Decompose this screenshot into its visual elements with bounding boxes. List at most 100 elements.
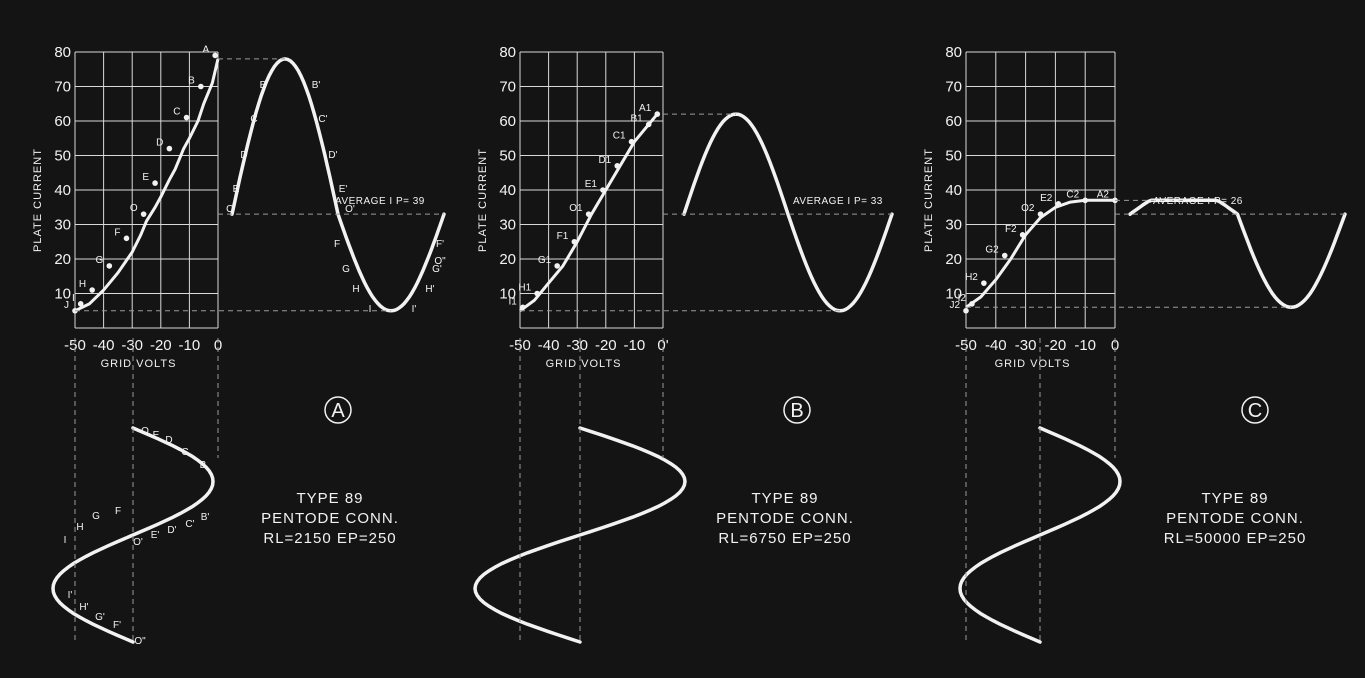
curve-point — [1001, 252, 1008, 259]
waveform-point-label: B — [260, 80, 267, 91]
waveform-point-label: H' — [79, 602, 88, 613]
waveform-point-label: O" — [134, 636, 146, 647]
waveform-point-label: D' — [167, 525, 176, 536]
curve-point — [1082, 197, 1088, 204]
curve-point — [1019, 232, 1026, 238]
waveform-point-label: B — [200, 460, 207, 471]
waveform-point-label: H — [76, 522, 83, 533]
y-tick-label: 30 — [499, 217, 516, 234]
waveform-point-label: I' — [68, 590, 73, 601]
tube-type-label: RL=2150 EP=250 — [263, 530, 396, 547]
average-current-label: AVERAGE I P= 33 — [793, 196, 883, 207]
y-axis-label: PLATE CURRENT — [32, 148, 44, 252]
waveform-point-label: E' — [339, 184, 348, 195]
y-tick-label: 10 — [945, 286, 962, 303]
characteristic-curve — [519, 113, 659, 313]
y-tick-label: 70 — [499, 79, 516, 96]
tube-type-label: RL=6750 EP=250 — [718, 530, 851, 547]
panel-letter: B — [790, 400, 803, 422]
y-tick-label: 60 — [54, 113, 71, 130]
y-tick-label: 80 — [945, 44, 962, 61]
x-tick-label: -10 — [624, 337, 646, 354]
waveform-point-label: O" — [434, 256, 446, 267]
curve-point — [654, 111, 661, 117]
characteristic-curve — [74, 58, 220, 313]
waveform-point-label: F' — [113, 620, 121, 631]
curve-point-label: F — [114, 227, 120, 238]
curve-point — [645, 121, 652, 128]
tube-type-label: PENTODE CONN. — [1166, 510, 1304, 527]
curve-point-label: O1 — [569, 203, 583, 214]
curve-point-label: G — [96, 255, 104, 266]
y-tick-label: 30 — [54, 217, 71, 234]
waveform-point-label: C' — [185, 519, 194, 530]
curve-point — [628, 138, 635, 145]
x-tick-label: -40 — [538, 337, 560, 354]
curve-point — [123, 235, 130, 242]
x-tick-label: -50 — [955, 337, 977, 354]
x-tick-label: -30 — [1015, 337, 1037, 354]
curve-point-label: D1 — [598, 155, 611, 166]
curve-point-label: E — [142, 172, 149, 183]
waveform-point-label: C — [181, 447, 188, 458]
y-tick-label: 20 — [945, 251, 962, 268]
curve-point-label: C — [173, 107, 180, 118]
panel-letter: A — [331, 400, 345, 422]
curve-point-label: I1 — [509, 296, 518, 307]
waveform-point-label: F' — [436, 239, 444, 250]
curve-point-label: H2 — [965, 272, 978, 283]
curve-point-label: A1 — [639, 103, 652, 114]
curve-point — [212, 52, 218, 59]
curve-point-label: B1 — [630, 113, 643, 124]
curve-point — [140, 211, 147, 217]
x-tick-label: -20 — [595, 337, 617, 354]
y-tick-label: 20 — [54, 251, 71, 268]
curve-point-label: O2 — [1021, 203, 1035, 214]
waveform-point-label: D — [165, 435, 172, 446]
curve-point — [1055, 201, 1062, 207]
curve-point-label: G2 — [985, 245, 999, 256]
waveform-point-label: B' — [201, 512, 210, 523]
waveform-point-label: G' — [432, 264, 442, 275]
curve-point — [969, 301, 975, 307]
curve-point-label: E2 — [1040, 193, 1053, 204]
average-current-label: AVERAGE I P= 26 — [1153, 196, 1243, 207]
x-tick-label: 0' — [657, 337, 668, 354]
curve-point-label: C1 — [613, 131, 626, 142]
y-tick-label: 70 — [945, 79, 962, 96]
curve-point — [89, 287, 95, 293]
waveform-point-label: G' — [95, 612, 105, 623]
x-tick-label: -10 — [179, 337, 201, 354]
waveform-point-label: B' — [312, 80, 321, 91]
tube-type-label: TYPE 89 — [296, 490, 363, 507]
curve-point — [554, 263, 560, 269]
y-tick-label: 60 — [945, 113, 962, 130]
y-tick-label: 40 — [945, 182, 962, 199]
panel-letter: C — [1248, 400, 1262, 422]
curve-point — [600, 187, 606, 193]
x-tick-label: -10 — [1074, 337, 1096, 354]
y-tick-label: 80 — [499, 44, 516, 61]
y-tick-label: 80 — [54, 44, 71, 61]
y-tick-label: 30 — [945, 217, 962, 234]
tube-type-label: TYPE 89 — [1201, 490, 1268, 507]
waveform-point-label: E — [153, 430, 160, 441]
y-tick-label: 60 — [499, 113, 516, 130]
grid-voltage-waveform — [958, 426, 1122, 644]
panel-letter-circle — [324, 396, 352, 424]
waveform-point-label: E' — [151, 530, 160, 541]
waveform-point-label: O — [226, 204, 234, 215]
waveform-point-label: G — [342, 264, 350, 275]
characteristic-curve — [965, 198, 1115, 309]
x-tick-label: -20 — [1045, 337, 1067, 354]
curve-point-label: J2 — [949, 300, 960, 311]
x-tick-label: -40 — [93, 337, 115, 354]
curve-point-label: E1 — [585, 179, 598, 190]
curve-point — [585, 211, 592, 217]
y-tick-label: 50 — [54, 148, 71, 165]
curve-point — [520, 304, 526, 311]
curve-point — [571, 238, 578, 245]
panel-letter-circle — [783, 396, 811, 424]
